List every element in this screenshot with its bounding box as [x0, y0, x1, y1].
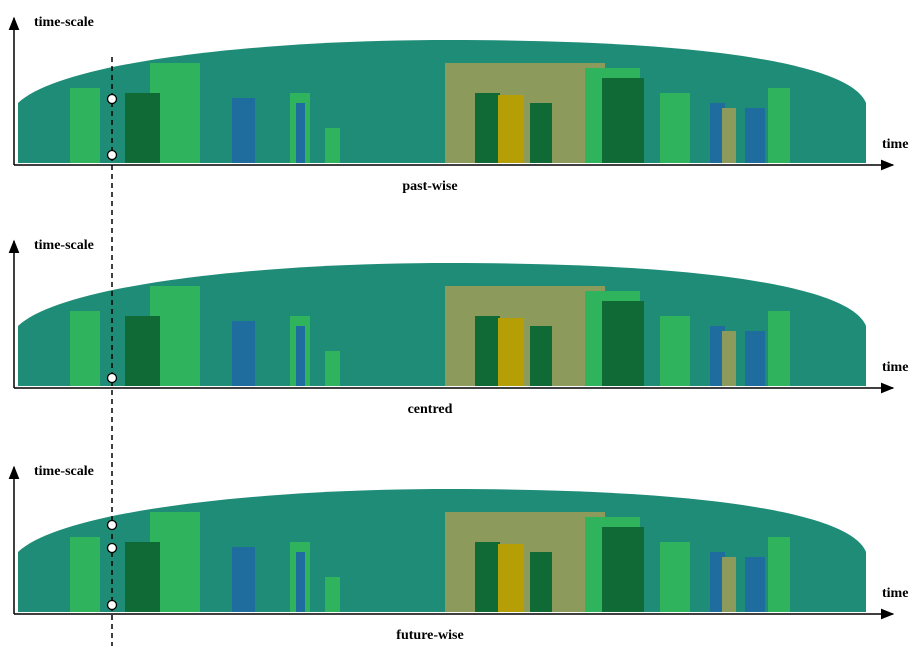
- stripe: [602, 301, 644, 386]
- panel: time-scale time future-wise: [8, 464, 908, 643]
- stripe: [70, 537, 100, 612]
- panel-label: centred: [408, 402, 453, 417]
- x-axis-label: time: [882, 586, 908, 601]
- stripe: [475, 93, 500, 163]
- stripe: [475, 542, 500, 612]
- stripe: [325, 128, 340, 163]
- y-axis-label: time-scale: [34, 15, 94, 30]
- panel-label: future-wise: [396, 628, 463, 643]
- stripe: [710, 103, 725, 163]
- stripe: [745, 557, 765, 612]
- sample-point: [106, 599, 118, 611]
- stripe: [660, 316, 690, 386]
- stripe: [325, 577, 340, 612]
- stripe: [296, 326, 305, 386]
- stripes: [70, 286, 790, 386]
- stripes: [70, 63, 790, 163]
- y-axis-label: time-scale: [34, 238, 94, 253]
- stripe: [710, 552, 725, 612]
- stripe: [125, 542, 160, 612]
- stripe: [768, 311, 790, 386]
- stripe: [498, 95, 524, 163]
- stripes: [70, 512, 790, 612]
- sample-point: [106, 372, 118, 384]
- stripe: [768, 88, 790, 163]
- y-axis-label: time-scale: [34, 464, 94, 479]
- stripe: [710, 326, 725, 386]
- x-axis-label: time: [882, 360, 908, 375]
- sample-point: [106, 542, 118, 554]
- stripe: [296, 552, 305, 612]
- stripe: [602, 78, 644, 163]
- stripe: [232, 98, 255, 163]
- stripe: [125, 316, 160, 386]
- stripe: [498, 544, 524, 612]
- stripe: [232, 321, 255, 386]
- stripe: [745, 331, 765, 386]
- panel-label: past-wise: [402, 179, 457, 194]
- stripe: [125, 93, 160, 163]
- stripe: [530, 103, 552, 163]
- dome: [18, 40, 866, 163]
- panel: time-scale time centred: [8, 238, 908, 417]
- x-axis-label: time: [882, 137, 908, 152]
- stripe: [530, 326, 552, 386]
- stripe: [722, 557, 736, 612]
- sample-point: [106, 519, 118, 531]
- stripe: [475, 316, 500, 386]
- sample-point: [106, 149, 118, 161]
- stripe: [602, 527, 644, 612]
- stripe: [325, 351, 340, 386]
- stripe: [70, 311, 100, 386]
- stripe: [660, 542, 690, 612]
- dome: [18, 489, 866, 612]
- stripe: [722, 108, 736, 163]
- panel: time-scale time past-wise: [8, 15, 908, 194]
- stripe: [722, 331, 736, 386]
- stripe: [70, 88, 100, 163]
- dome: [18, 263, 866, 386]
- sample-point: [106, 93, 118, 105]
- stripe: [745, 108, 765, 163]
- stripe: [768, 537, 790, 612]
- stripe: [296, 103, 305, 163]
- stripe: [498, 318, 524, 386]
- stripe: [660, 93, 690, 163]
- stripe: [530, 552, 552, 612]
- stripe: [232, 547, 255, 612]
